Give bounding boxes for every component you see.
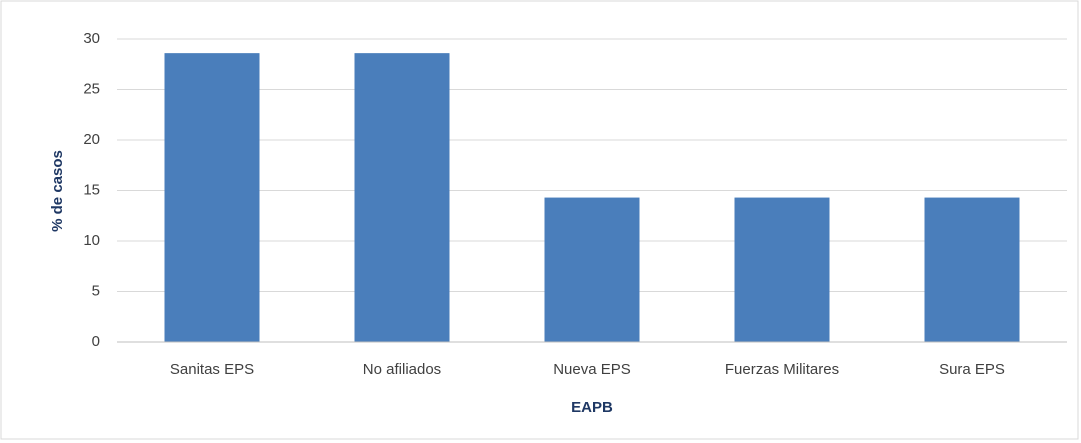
y-tick-label: 15 xyxy=(83,181,100,198)
x-tick-label: No afiliados xyxy=(363,361,441,378)
x-axis-title: EAPB xyxy=(571,399,613,416)
x-tick-label: Sura EPS xyxy=(939,361,1005,378)
bar xyxy=(544,197,640,342)
bar xyxy=(924,197,1020,342)
x-tick-label: Nueva EPS xyxy=(553,361,631,378)
y-tick-label: 10 xyxy=(83,232,100,249)
bar xyxy=(734,197,830,342)
x-tick-label: Fuerzas Militares xyxy=(725,361,839,378)
y-tick-label: 30 xyxy=(83,30,100,47)
y-axis-title: % de casos xyxy=(49,150,66,232)
bar xyxy=(354,53,450,342)
y-tick-label: 5 xyxy=(92,282,100,299)
y-tick-label: 0 xyxy=(92,333,100,350)
y-tick-label: 20 xyxy=(83,131,100,148)
x-tick-label: Sanitas EPS xyxy=(170,361,254,378)
bar xyxy=(164,53,260,342)
y-tick-label: 25 xyxy=(83,80,100,97)
